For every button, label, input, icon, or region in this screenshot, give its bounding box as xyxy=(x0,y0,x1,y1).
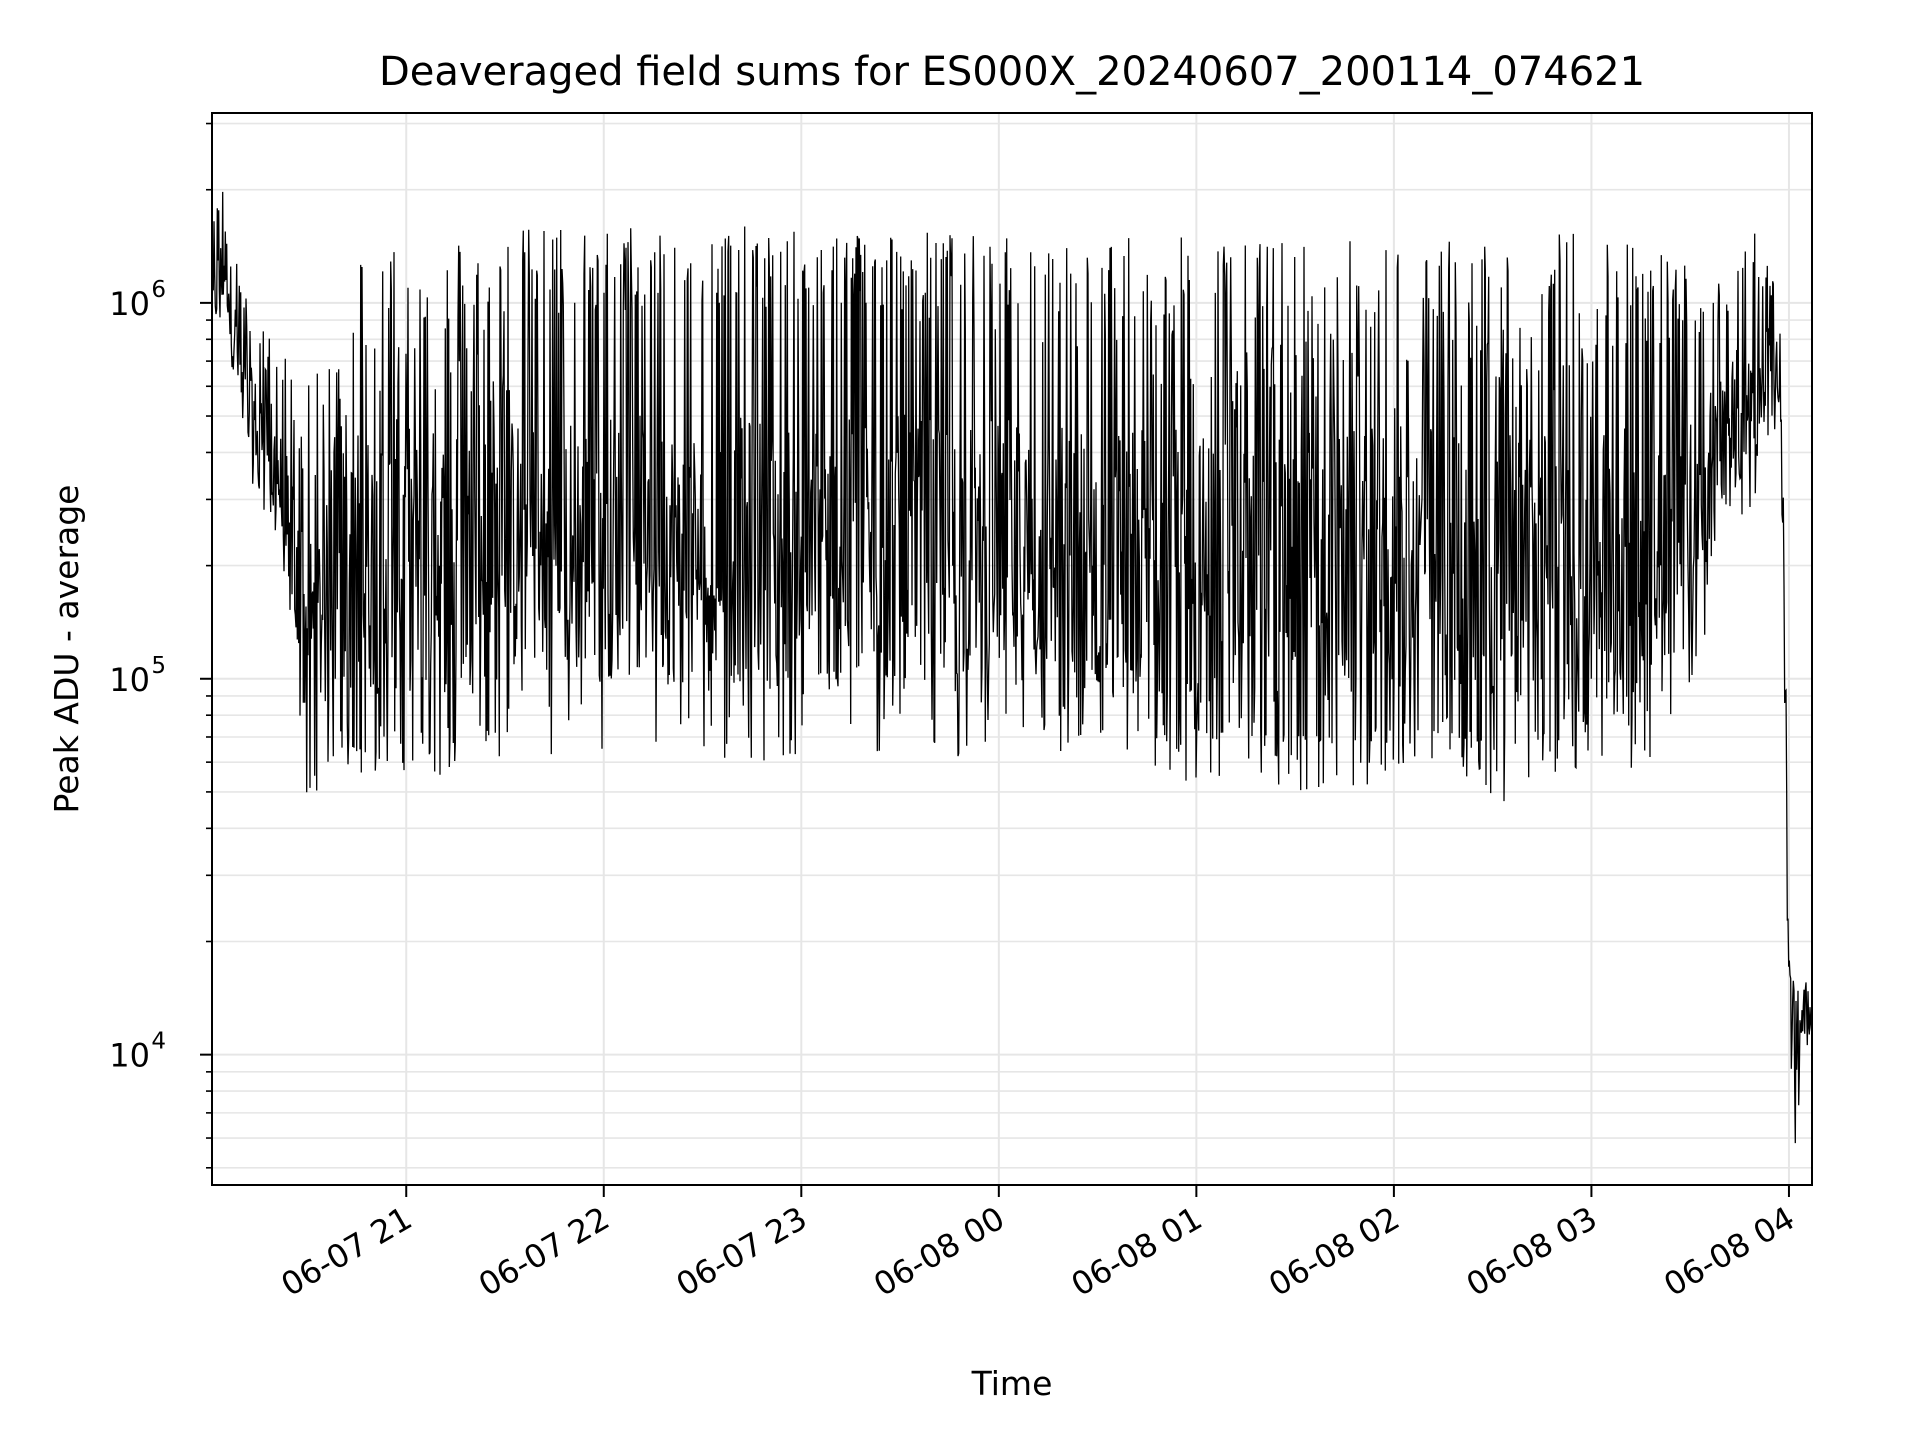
y-tick-exponent: 5 xyxy=(151,653,166,679)
y-tick-exponent: 6 xyxy=(151,277,166,303)
y-axis-label: Peak ADU - average xyxy=(47,485,86,814)
plot-area xyxy=(211,191,1813,1144)
y-tick-label: 10 xyxy=(109,661,150,699)
data-series-line xyxy=(211,191,1813,1144)
plot-frame xyxy=(211,112,1813,1186)
y-tick-exponent: 4 xyxy=(151,1029,166,1055)
chart-title: Deaveraged field sums for ES000X_2024060… xyxy=(379,49,1645,95)
grid xyxy=(212,113,1812,1185)
x-axis-label: Time xyxy=(971,1364,1053,1403)
y-tick-label: 10 xyxy=(109,285,150,323)
y-tick-label: 10 xyxy=(109,1037,150,1075)
